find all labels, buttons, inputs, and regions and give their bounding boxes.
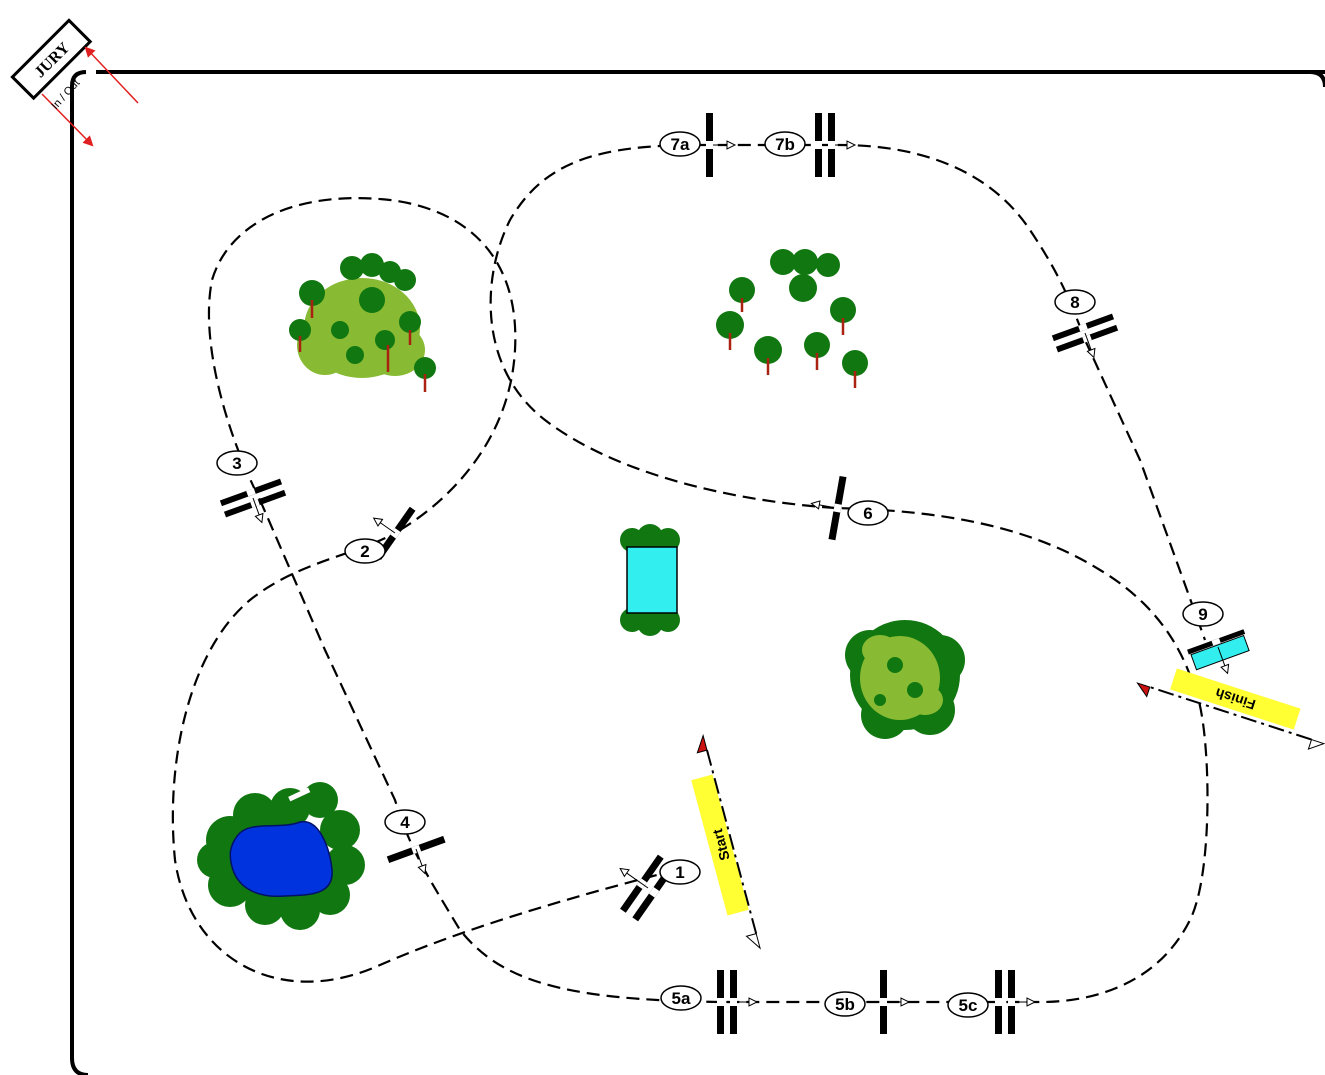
- fence-7b: [815, 113, 857, 177]
- arena-border: [70, 70, 1325, 1075]
- obstacle-number: 7b: [775, 135, 795, 154]
- obstacle-number: 2: [360, 542, 369, 561]
- obstacle-number: 7a: [671, 135, 690, 154]
- obstacle-number: 6: [863, 504, 872, 523]
- fence-8: [1051, 313, 1119, 359]
- obstacle-label-1: 1: [659, 859, 701, 885]
- pond: [197, 782, 365, 930]
- obstacle-label-5c: 5c: [947, 992, 989, 1018]
- obstacle-number: 9: [1198, 605, 1207, 624]
- fence-4: [386, 835, 446, 875]
- riding-route: [171, 143, 1209, 1004]
- obstacle-label-5b: 5b: [824, 991, 866, 1017]
- obstacle-label-7a: 7a: [659, 131, 701, 157]
- obstacle-labels: 1 2 3 4 5a 5b 5c 6 7a 7b 8 9: [216, 131, 1224, 1018]
- bush-center-right: [845, 620, 965, 739]
- obstacle-label-oval: [764, 131, 806, 157]
- obstacle-number: 8: [1070, 293, 1079, 312]
- fence-1: [619, 854, 676, 922]
- fence-5c: [995, 970, 1037, 1034]
- obstacle-label-oval: [660, 985, 702, 1011]
- fence-6: [810, 475, 847, 541]
- start-line: Start: [691, 733, 761, 950]
- obstacle-label-5a: 5a: [660, 985, 702, 1011]
- obstacle-label-3: 3: [216, 450, 258, 476]
- fence-5a: [717, 970, 759, 1034]
- tree-group-top-center: [716, 249, 868, 388]
- obstacle-number: 4: [400, 813, 410, 832]
- obstacle-label-oval: [659, 131, 701, 157]
- obstacle-label-6: 6: [847, 500, 889, 526]
- obstacle-number: 3: [232, 454, 241, 473]
- obstacle-label-oval: [344, 538, 386, 564]
- obstacle-label-2: 2: [344, 538, 386, 564]
- obstacle-label-oval: [1054, 289, 1096, 315]
- obstacle-number: 5b: [835, 995, 855, 1014]
- obstacle-label-8: 8: [1054, 289, 1096, 315]
- water-tray-center: [620, 524, 680, 636]
- fences: [219, 113, 1250, 1034]
- fence-9: [1187, 629, 1250, 675]
- obstacle-label-oval: [1182, 601, 1224, 627]
- obstacle-label-oval: [216, 450, 258, 476]
- obstacle-number: 5c: [959, 996, 978, 1015]
- obstacle-number: 5a: [672, 989, 691, 1008]
- obstacle-label-oval: [384, 809, 426, 835]
- finish-line: Finish: [1136, 668, 1325, 750]
- obstacle-label-oval: [824, 991, 866, 1017]
- entrance-label: In / Out: [49, 77, 82, 112]
- obstacle-label-oval: [659, 859, 701, 885]
- obstacle-number: 1: [675, 863, 684, 882]
- tree-group-top-left: [289, 253, 436, 392]
- fence-7a: [706, 113, 737, 177]
- obstacle-label-7b: 7b: [764, 131, 806, 157]
- obstacle-label-4: 4: [384, 809, 426, 835]
- obstacle-label-9: 9: [1182, 601, 1224, 627]
- obstacle-label-oval: [847, 500, 889, 526]
- fence-3: [219, 478, 287, 524]
- fence-5b: [880, 970, 911, 1034]
- fence-2: [372, 506, 416, 560]
- obstacle-label-oval: [947, 992, 989, 1018]
